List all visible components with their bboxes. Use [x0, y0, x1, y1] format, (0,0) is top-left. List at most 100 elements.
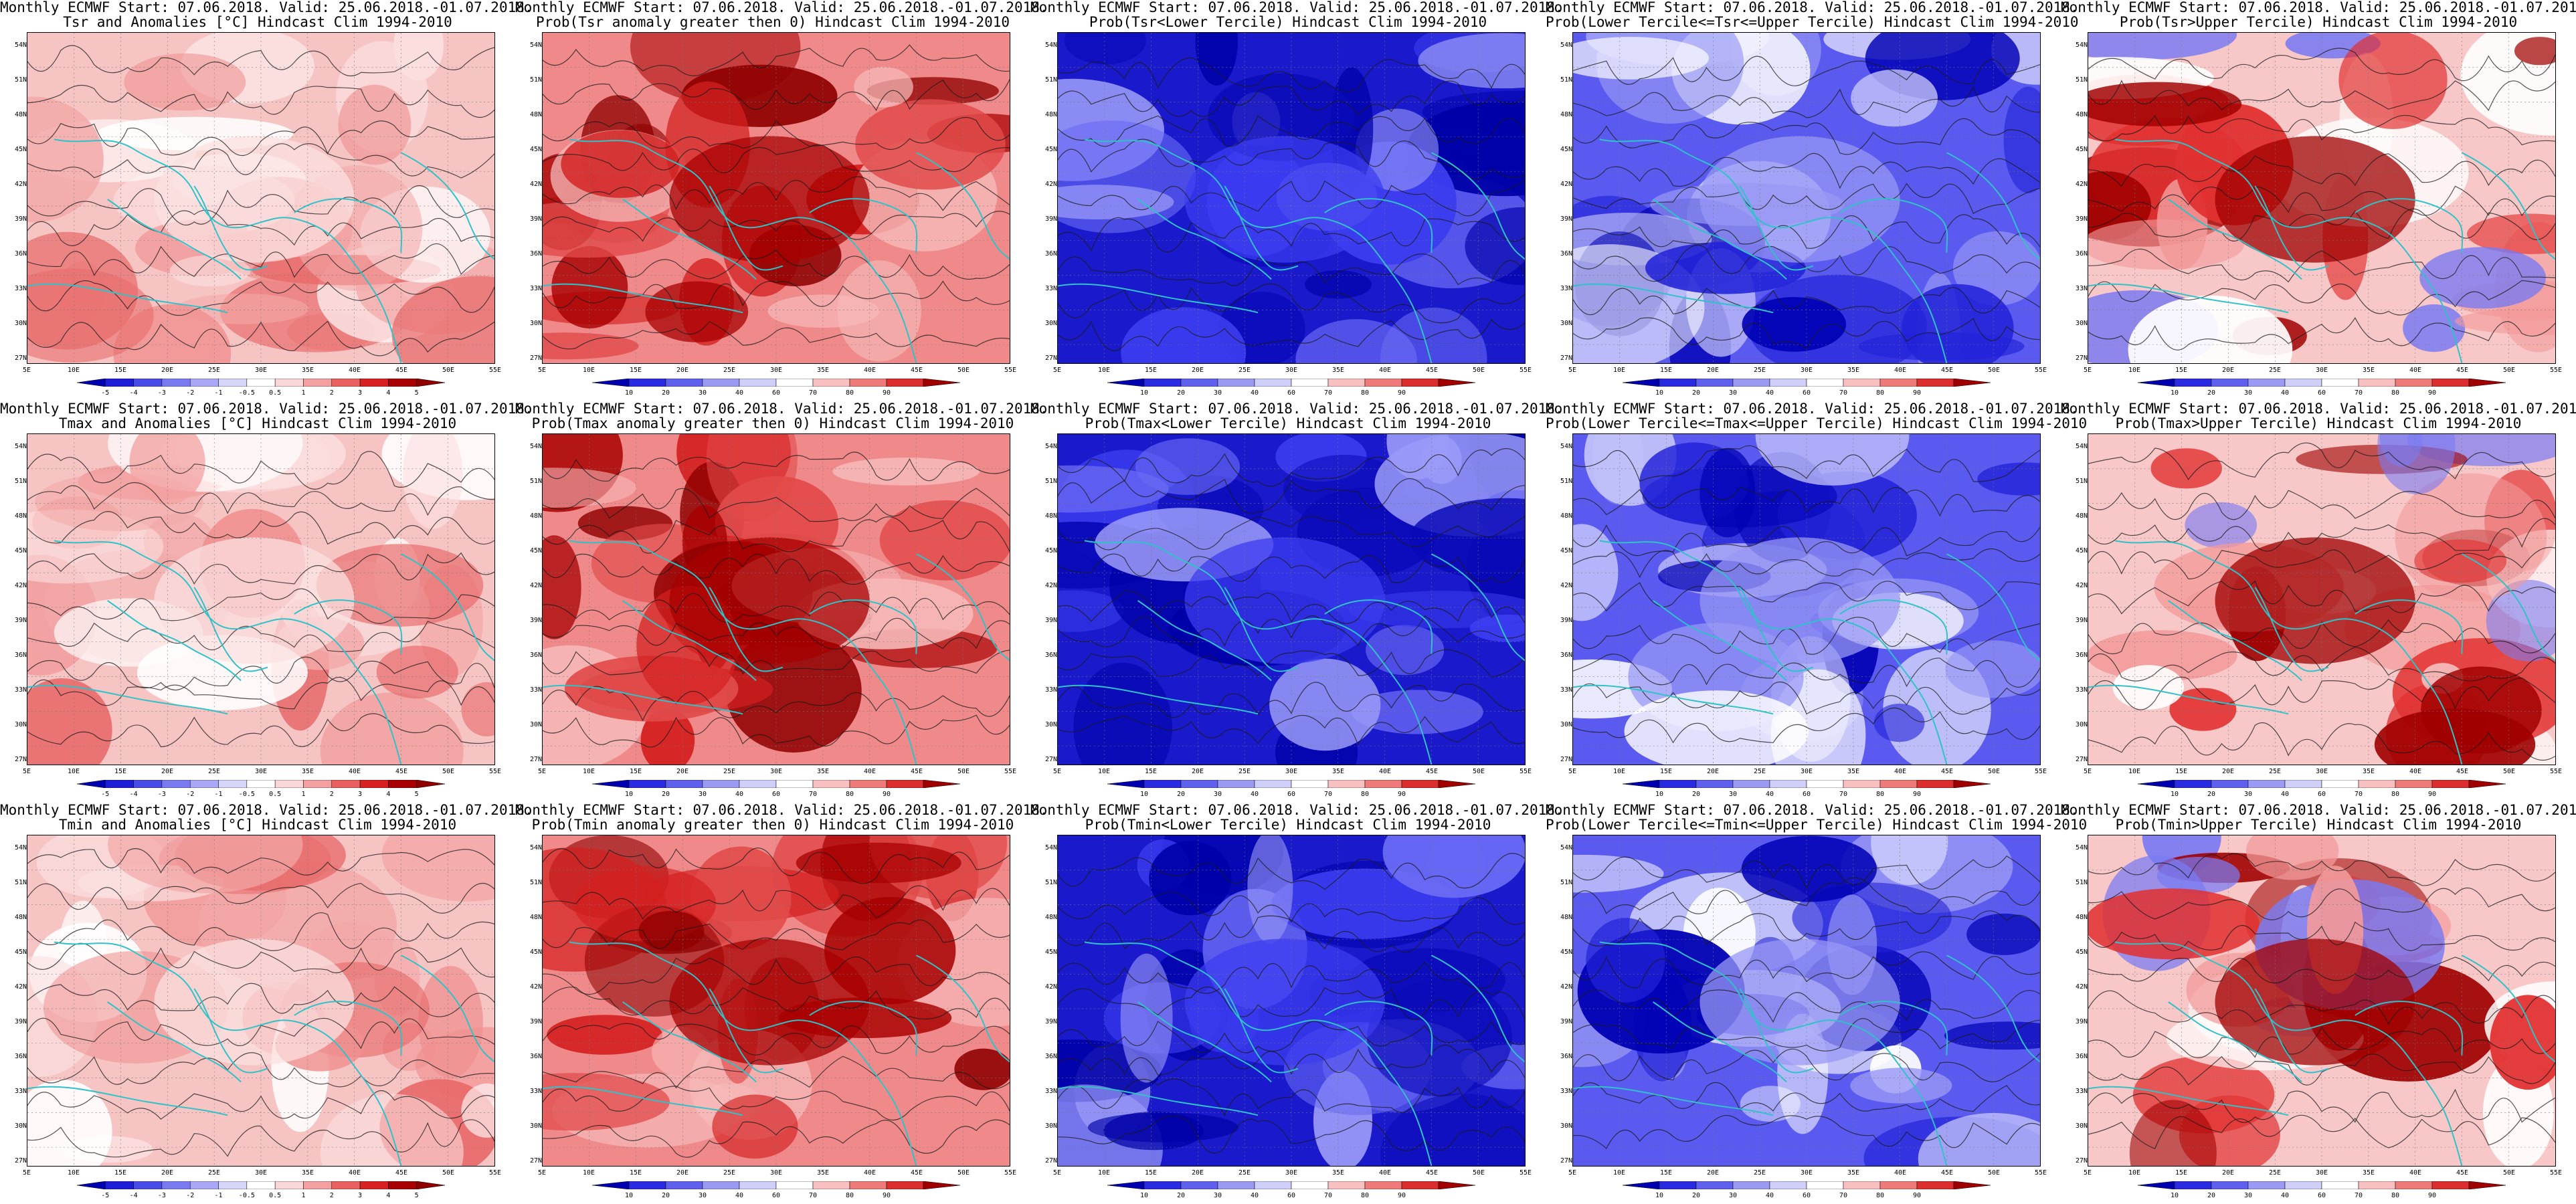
shaded-area [2112, 665, 2184, 710]
contour-line [1573, 118, 2040, 155]
coastline [294, 599, 403, 654]
coastline [1137, 600, 1272, 682]
map-plot [1572, 32, 2041, 364]
lat-label: 45N [1044, 948, 1057, 956]
colorbar-label: 10 [1655, 791, 1664, 798]
colorbar-label: 80 [845, 791, 854, 798]
lon-label: 20E [1191, 768, 1204, 775]
colorbar-label: 3 [358, 389, 363, 397]
lon-label: 55E [1004, 1169, 1017, 1177]
lat-label: 54N [529, 844, 542, 851]
lat-label: 42N [1560, 582, 1572, 589]
lat-label: 39N [14, 215, 27, 223]
contour-line [1058, 615, 1525, 647]
lon-label: 5E [1568, 367, 1577, 374]
coastline [622, 600, 757, 682]
shaded-area [645, 281, 749, 342]
colorbar-segment [628, 379, 666, 387]
contour-line [1058, 57, 1525, 92]
lat-label: 30N [2075, 1122, 2088, 1130]
colorbar-segment [2395, 379, 2433, 387]
colorbar [1107, 1181, 1475, 1189]
colorbar-segment [2395, 780, 2433, 788]
contour-line [543, 320, 1010, 350]
panel-title-line1: Monthly ECMWF Start: 07.06.2018. Valid: … [2061, 0, 2576, 15]
colorbar-segment [2211, 1181, 2249, 1189]
coastline [1599, 941, 1948, 1166]
lon-label: 30E [1800, 768, 1813, 775]
colorbar-segment [303, 780, 333, 788]
shaded-area [403, 434, 463, 530]
contour-line [2088, 580, 2555, 615]
colorbar-segment [105, 1181, 134, 1189]
lon-label: 55E [1519, 768, 1532, 775]
lat-label: 33N [14, 1088, 27, 1095]
contour-line [1573, 183, 2040, 215]
colorbar-label: 30 [1728, 791, 1738, 798]
colorbar-segment [1107, 780, 1145, 788]
contour-line [2088, 280, 2555, 316]
panel-title-line1: Monthly ECMWF Start: 07.06.2018. Valid: … [1030, 802, 1564, 818]
shaded-area [1699, 136, 1900, 263]
coastline [1137, 1001, 1272, 1083]
lat-label: 45N [2075, 146, 2088, 153]
contour-line [1058, 649, 1525, 678]
forecast-panel: Monthly ECMWF Start: 07.06.2018. Valid: … [2061, 0, 2576, 401]
lat-label: 51N [1044, 478, 1057, 485]
coastline [543, 283, 743, 314]
lon-label: 50E [1987, 367, 2001, 374]
colorbar-label: 70 [1839, 389, 1848, 397]
shaded-area [320, 1094, 464, 1166]
lon-label: 30E [769, 1169, 783, 1177]
lon-label: 10E [1613, 367, 1626, 374]
shaded-area [669, 938, 870, 1066]
lon-label: 25E [723, 367, 736, 374]
colorbar-label: 60 [1802, 389, 1811, 397]
colorbar [1623, 1181, 1991, 1189]
contour-line [2088, 722, 2555, 761]
lon-label: 25E [207, 1169, 221, 1177]
panel-title-line2: Prob(Tmin anomaly greater then 0) Hindca… [531, 817, 1014, 833]
lat-label: 30N [529, 320, 542, 327]
contour-line [1058, 138, 1525, 179]
lon-label: 40E [1378, 367, 1392, 374]
shaded-area [1058, 590, 1125, 632]
colorbar-segment [1623, 780, 1660, 788]
colorbar-label: 90 [1912, 791, 1922, 798]
colorbar-label: 40 [1765, 389, 1774, 397]
colorbar-segment [331, 1181, 361, 1189]
coastline [1324, 599, 1433, 654]
colorbar-segment [2211, 379, 2249, 387]
map-plot [1057, 433, 1526, 765]
lon-label: 15E [1144, 367, 1158, 374]
lon-label: 20E [1706, 367, 1720, 374]
lat-label: 36N [1560, 250, 1572, 258]
colorbar [592, 780, 960, 788]
shaded-area [543, 535, 581, 639]
lon-label: 50E [442, 1169, 455, 1177]
lat-label: 54N [1560, 443, 1572, 450]
colorbar-label: 90 [1912, 1192, 1922, 1199]
contour-line [543, 44, 1010, 76]
colorbar [592, 1181, 960, 1189]
lat-label: 54N [14, 41, 27, 49]
shaded-area [154, 938, 355, 1066]
colorbar-label: -1 [214, 1192, 223, 1199]
colorbar-label: 30 [1213, 1192, 1222, 1199]
panel-title-line1: Monthly ECMWF Start: 07.06.2018. Valid: … [1030, 0, 1564, 15]
colorbar-segment [1217, 780, 1255, 788]
contour-line [2088, 80, 2555, 112]
colorbar-segment [886, 1181, 924, 1189]
lat-label: 54N [1560, 41, 1572, 49]
contour-line [543, 919, 1010, 950]
lat-label: 54N [1560, 844, 1572, 851]
lon-label: 40E [348, 1169, 361, 1177]
lat-label: 27N [2075, 1157, 2088, 1165]
colorbar-segment [1659, 379, 1697, 387]
lat-label: 39N [2075, 215, 2088, 223]
contour-line [2088, 990, 2555, 1025]
colorbar [2138, 1181, 2506, 1189]
colorbar-segment [739, 379, 777, 387]
lat-label: 27N [529, 756, 542, 763]
lon-label: 55E [488, 1169, 502, 1177]
